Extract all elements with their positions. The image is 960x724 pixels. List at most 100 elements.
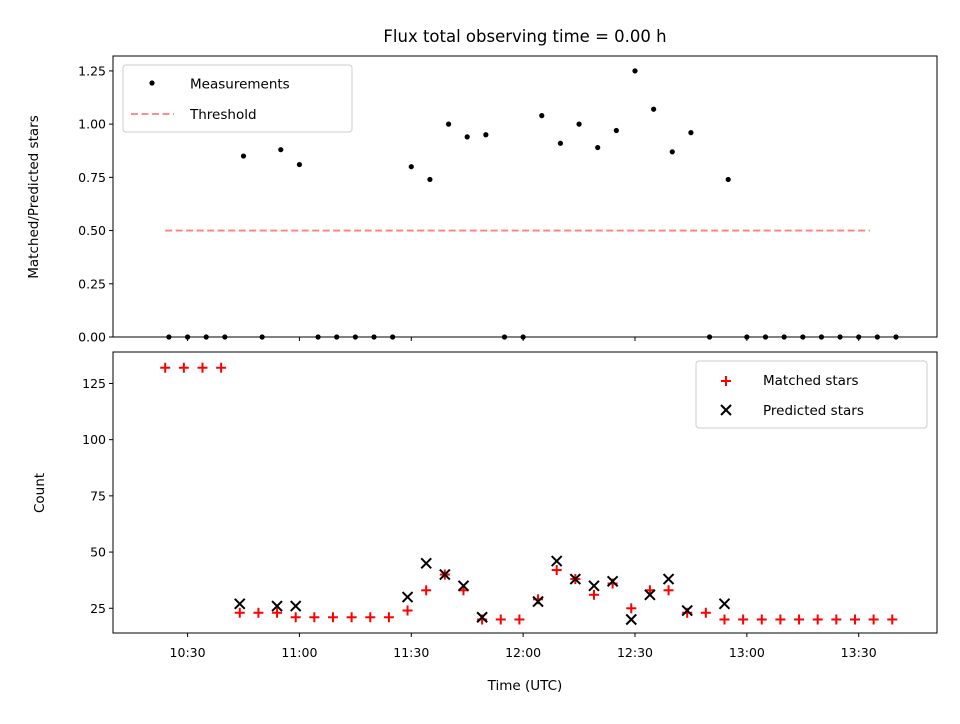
matched-star-point [738, 614, 749, 625]
predicted-x-b [681, 604, 693, 617]
predicted-star-point [569, 573, 582, 585]
bottom-y-tick-label: 50 [90, 545, 106, 560]
matched-star-point [626, 603, 637, 614]
legend-measurements-marker [149, 80, 155, 86]
legend-matched-label: Matched stars [763, 373, 859, 389]
matched-star-point [346, 612, 357, 623]
matched-star-point [495, 614, 506, 625]
measurement-point [688, 130, 694, 136]
matched-star-point [775, 614, 786, 625]
measurement-point [464, 134, 470, 140]
matched-star-point [756, 614, 767, 625]
measurement-point [539, 113, 545, 119]
bottom-plot-frame [112, 351, 938, 634]
measurement-point [613, 127, 619, 134]
predicted-x-b [718, 598, 731, 610]
legend-measurements-label: Measurements [190, 77, 290, 93]
matched-star-point [849, 614, 860, 625]
measurement-point [427, 176, 433, 183]
matched-star-point [700, 607, 711, 618]
measurement-point [632, 68, 638, 74]
top-plot-area: 0.00 0.25 0.50 0.75 1.00 1.25 Measurements Thre… [78, 55, 938, 345]
top-legend-box [122, 64, 353, 133]
matched-star-point [234, 607, 245, 618]
measurement-point [595, 144, 601, 151]
predicted-x-b [234, 598, 246, 610]
predicted-star-point [625, 613, 637, 626]
bottom-y-tick-label: 125 [82, 376, 106, 391]
predicted-x-b [271, 600, 283, 612]
predicted-x-b [550, 555, 563, 567]
predicted-x-b [476, 611, 488, 623]
predicted-star-point [588, 580, 600, 592]
predicted-x-b [532, 595, 544, 608]
measurement-point [278, 147, 284, 153]
bottom-x-tick-label: 10:30 [170, 645, 206, 660]
matched-star-point [551, 565, 562, 576]
matched-star-point [197, 362, 208, 373]
matched-star-point [309, 612, 320, 623]
matched-star-point [831, 614, 842, 625]
matched-star-point [719, 614, 730, 625]
predicted-star-point [681, 604, 693, 617]
bottom-y-tick-label: 75 [90, 488, 106, 503]
predicted-star-point [401, 591, 414, 603]
top-y-tick-label: 1.00 [78, 117, 106, 132]
bottom-y-tick-label: 25 [90, 601, 106, 616]
top-y-tick-label: 0.50 [78, 223, 106, 238]
bottom-plot-area: 25 50 75 100 125 10:30 11:00 11:30 12:00 12:30 13:… [82, 351, 938, 660]
bottom-legend-box [695, 360, 928, 429]
bottom-x-tick-label: 12:30 [617, 645, 653, 660]
predicted-x-b [569, 573, 582, 585]
predicted-star-point [662, 573, 675, 585]
matched-star-point [794, 614, 805, 625]
predicted-x-b [439, 568, 451, 581]
predicted-x-b [420, 557, 432, 570]
predicted-star-point [457, 580, 470, 592]
measurement-point [725, 176, 731, 183]
predicted-x-b [606, 575, 619, 588]
predicted-star-point [289, 600, 302, 612]
legend-threshold-label: Threshold [189, 107, 257, 123]
top-y-tick-label: 1.25 [78, 63, 106, 78]
measurement-point [669, 149, 675, 155]
predicted-star-point [606, 575, 619, 588]
matched-star-point [365, 612, 376, 623]
matched-star-point [160, 362, 171, 373]
predicted-x-b [644, 589, 656, 601]
bottom-y-tick-label: 100 [82, 432, 106, 447]
matched-star-point [272, 607, 283, 618]
predicted-x-b [289, 600, 302, 612]
matched-star-point [327, 612, 338, 623]
predicted-star-point [476, 611, 488, 623]
matched-star-point [421, 585, 432, 596]
matched-star-point [383, 612, 394, 623]
predicted-x-b [662, 573, 675, 585]
predicted-star-point [718, 598, 731, 610]
measurement-point [296, 161, 303, 168]
measurement-point [576, 121, 582, 127]
bottom-legend: Matched stars Predicted stars [695, 360, 928, 429]
top-y-axis-label: Matched/Predicted stars [26, 115, 42, 278]
matched-star-point [178, 362, 189, 373]
predicted-star-point [532, 595, 544, 608]
top-plot-frame [112, 55, 938, 338]
predicted-star-point [644, 589, 656, 601]
bottom-x-tick-label: 11:00 [281, 645, 317, 660]
legend-predicted-label: Predicted stars [763, 403, 864, 419]
bottom-x-tick-label: 12:00 [505, 645, 541, 660]
measurement-point [445, 121, 452, 127]
predicted-star-point [271, 600, 283, 612]
measurement-point [557, 140, 564, 146]
predicted-x-b [588, 580, 600, 592]
measurement-point [408, 164, 414, 170]
predicted-star-point [550, 555, 563, 567]
bottom-x-tick-label: 11:30 [393, 645, 429, 660]
bottom-y-axis-label: Count [32, 473, 48, 513]
top-y-tick-label: 0.25 [78, 276, 106, 291]
bottom-x-tick-label: 13:30 [841, 645, 877, 660]
top-legend: Measurements Threshold [122, 64, 353, 133]
top-y-tick-label: 0.00 [78, 330, 106, 345]
matched-star-point [216, 362, 227, 373]
